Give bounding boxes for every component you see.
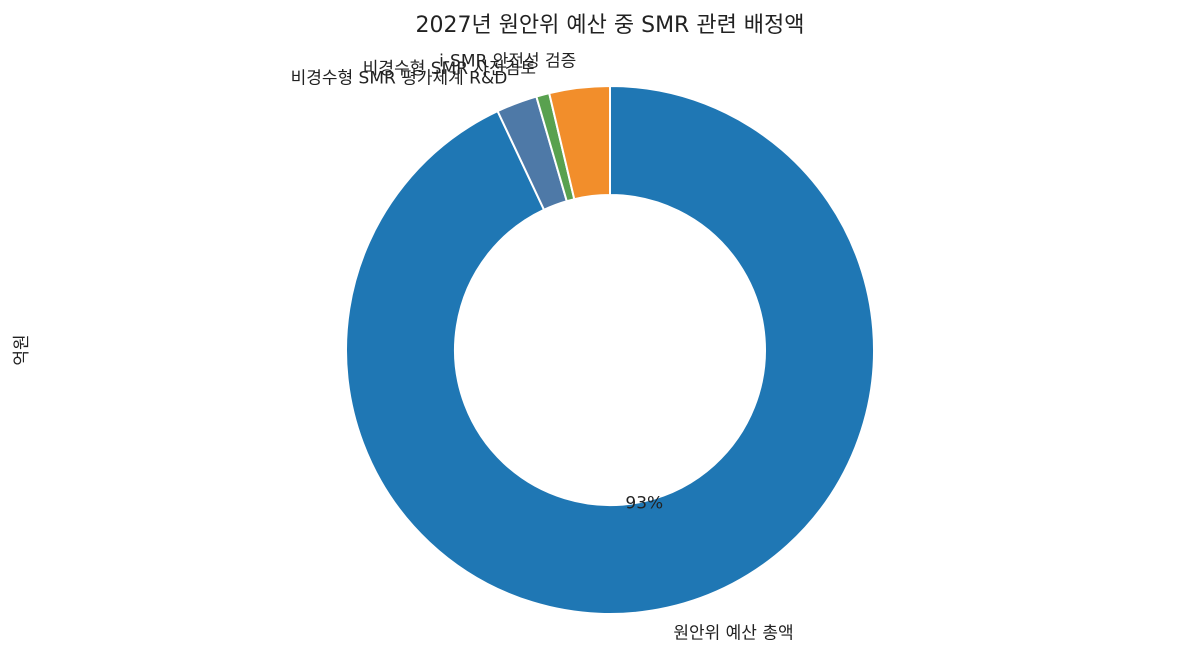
wedge: [547, 84, 611, 201]
slice-label: 비경수형 SMR 평가체계 R&D: [291, 68, 508, 88]
y-axis-label: 억원: [12, 334, 32, 365]
slice-label: i-SMR 안전성 검증: [439, 52, 576, 72]
chart-title: 2027년 원안위 예산 중 SMR 관련 배정액: [415, 13, 804, 38]
wedge: [345, 84, 875, 615]
slice-label: 원안위 예산 총액: [673, 623, 793, 643]
value-label: 93%: [625, 493, 663, 513]
slice-label: 비경수형 SMR 사전검토: [363, 59, 536, 79]
